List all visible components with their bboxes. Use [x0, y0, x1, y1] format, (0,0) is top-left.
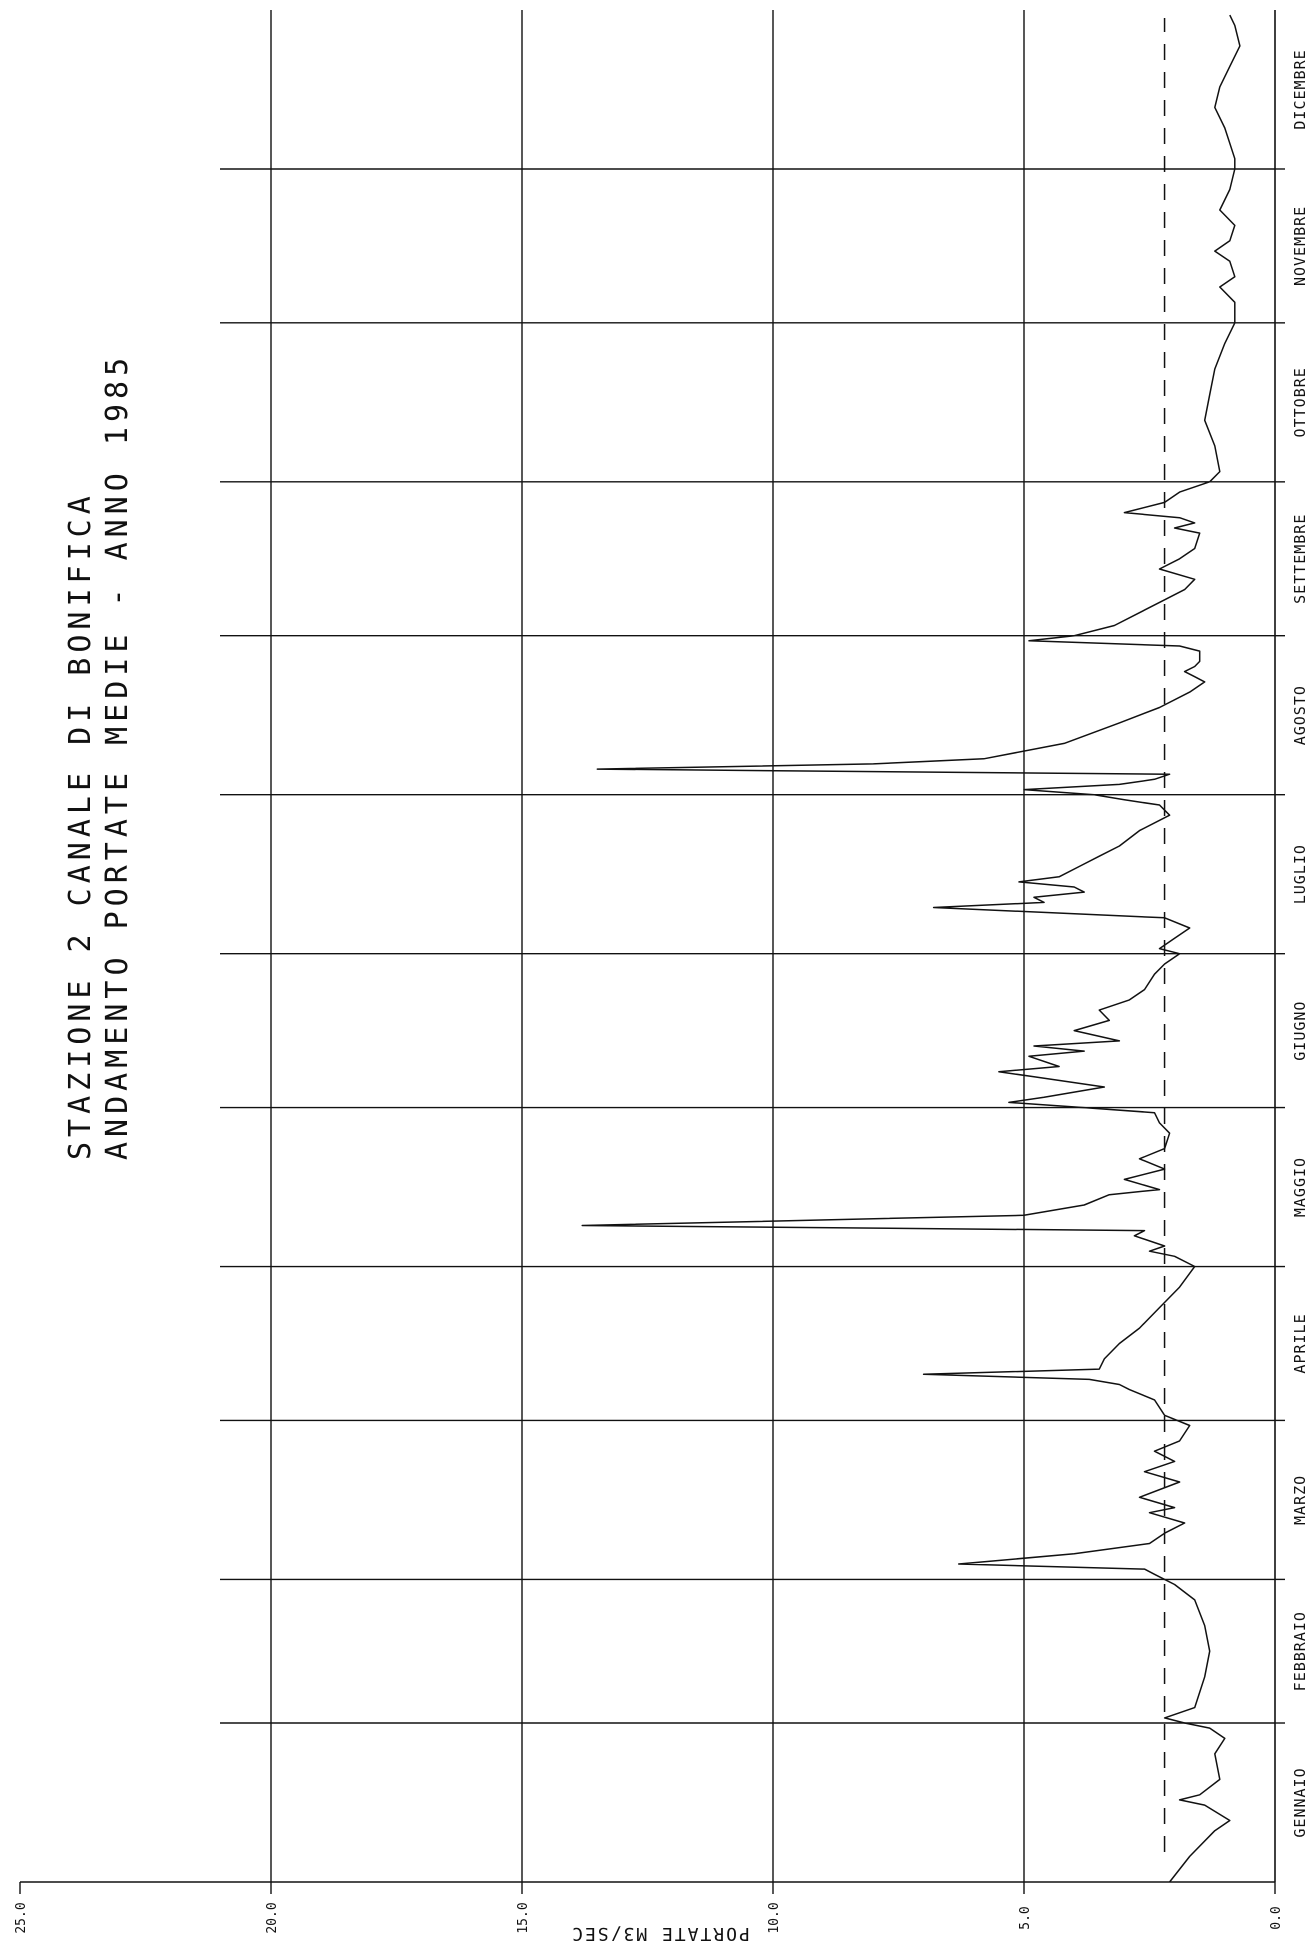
tick-label: 5.0 — [1018, 1906, 1033, 1929]
month-label: NOVEMBRE — [1291, 206, 1309, 286]
month-label: FEBBRAIO — [1291, 1611, 1309, 1691]
month-label: OTTOBRE — [1291, 367, 1309, 437]
month-label: DICEMBRE — [1291, 49, 1309, 129]
series — [581, 14, 1241, 1883]
chart-title-line-2: ANDAMENTO PORTATE MEDIE - ANNO 1985 — [100, 353, 135, 1160]
grid — [20, 10, 1276, 1883]
month-label: SETTEMBRE — [1291, 514, 1309, 604]
tick-label: 0.0 — [1269, 1906, 1284, 1929]
tick-label: 15.0 — [516, 1902, 531, 1933]
chart-title-line-1: STAZIONE 2 CANALE DI BONIFICA — [63, 491, 98, 1160]
tick-label: 10.0 — [767, 1902, 782, 1933]
tick-label: 20.0 — [265, 1902, 280, 1933]
month-label: APRILE — [1291, 1313, 1309, 1373]
chart-title: STAZIONE 2 CANALE DI BONIFICA ANDAMENTO … — [63, 353, 135, 1160]
x-axis: GENNAIO FEBBRAIO MARZO APRILE MAGGIO GIUGNO LU… — [1275, 49, 1309, 1838]
tick-label: 25.0 — [14, 1902, 29, 1933]
y-axis-label: PORTATE M3/SEC — [570, 1923, 750, 1944]
month-label: GENNAIO — [1291, 1767, 1309, 1837]
series-line — [581, 14, 1241, 1883]
month-label: MARZO — [1291, 1475, 1309, 1525]
month-label: LUGLIO — [1291, 844, 1309, 904]
y-axis: 0.0 5.0 10.0 15.0 20.0 25.0 — [14, 1882, 1284, 1934]
month-label: AGOSTO — [1291, 685, 1309, 745]
month-label: GIUGNO — [1291, 1001, 1309, 1061]
month-label: MAGGIO — [1291, 1157, 1309, 1217]
